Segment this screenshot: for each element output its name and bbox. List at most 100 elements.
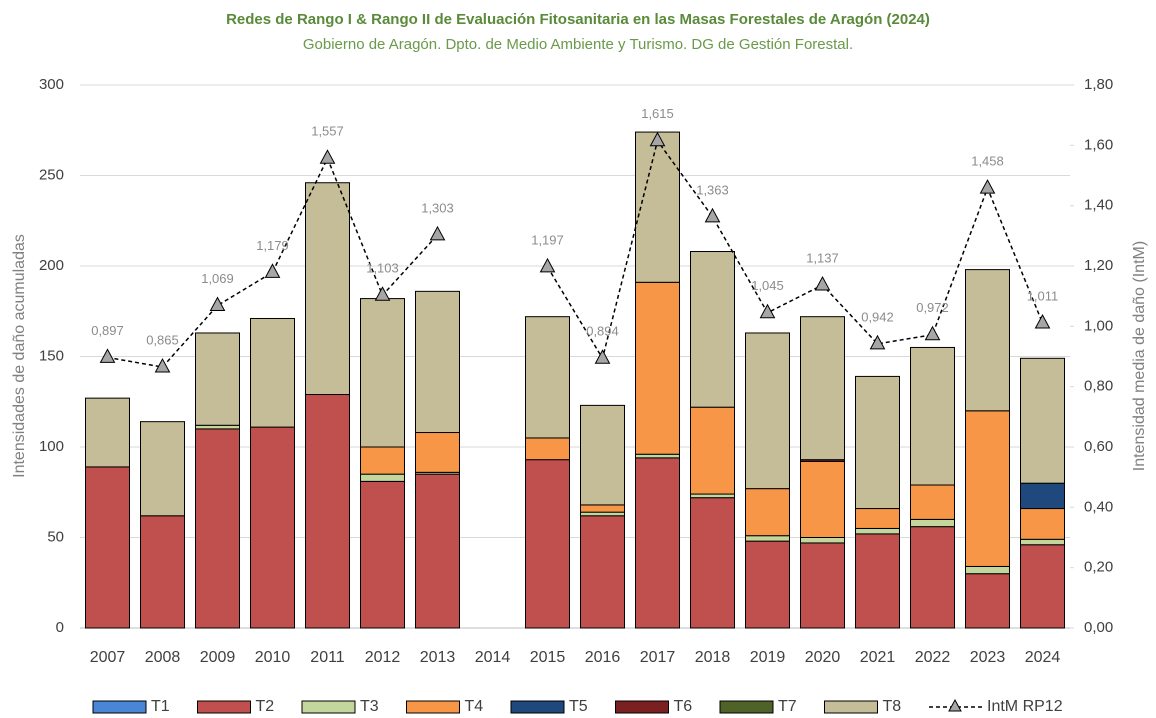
data-label: 1,179 bbox=[256, 238, 289, 253]
x-tick-label: 2008 bbox=[145, 649, 181, 666]
x-tick-label: 2023 bbox=[970, 649, 1006, 666]
line-marker bbox=[814, 275, 831, 291]
bar-segment bbox=[910, 484, 955, 520]
bar-segment bbox=[800, 316, 845, 461]
y-tick-label: 250 bbox=[39, 166, 64, 183]
line-marker bbox=[704, 207, 721, 223]
bar-segment bbox=[85, 466, 130, 629]
line-marker bbox=[209, 296, 226, 312]
bar-segment bbox=[250, 426, 295, 629]
legend-swatch bbox=[197, 700, 251, 714]
y2-tick-label: 0,00 bbox=[1084, 619, 1113, 636]
x-tick-label: 2015 bbox=[530, 649, 566, 666]
x-tick-label: 2021 bbox=[860, 649, 896, 666]
legend-label: T1 bbox=[151, 698, 170, 715]
data-label: 1,045 bbox=[751, 278, 784, 293]
legend-label: IntM RP12 bbox=[987, 698, 1063, 715]
bar-segment bbox=[965, 410, 1010, 567]
data-label: 0,865 bbox=[146, 332, 179, 347]
bar-segment bbox=[85, 397, 130, 468]
bar-segment bbox=[800, 542, 845, 629]
bar-segment bbox=[580, 515, 625, 629]
bar-segment bbox=[250, 317, 295, 428]
bar-segment bbox=[525, 316, 570, 439]
legend-marker bbox=[948, 698, 962, 712]
y-tick-label: 50 bbox=[47, 528, 64, 545]
line-marker bbox=[264, 263, 281, 278]
bar-segment bbox=[415, 290, 460, 434]
bar-segment bbox=[360, 446, 405, 475]
data-label: 1,303 bbox=[421, 200, 454, 215]
bar-segment bbox=[195, 424, 240, 430]
y2-tick-label: 0,80 bbox=[1084, 378, 1113, 395]
line-series bbox=[546, 139, 1044, 361]
data-label: 1,197 bbox=[531, 232, 564, 247]
data-label: 1,458 bbox=[971, 154, 1004, 169]
line-marker bbox=[594, 349, 611, 364]
data-label: 1,103 bbox=[366, 261, 399, 276]
data-label: 0,972 bbox=[916, 300, 949, 315]
line-marker bbox=[979, 179, 996, 194]
x-tick-label: 2014 bbox=[475, 649, 511, 666]
bar-segment bbox=[635, 457, 680, 629]
bar-segment bbox=[1020, 482, 1065, 510]
data-label: 0,897 bbox=[91, 323, 124, 338]
x-tick-label: 2019 bbox=[750, 649, 786, 666]
bar-segment bbox=[965, 269, 1010, 412]
data-label: 0,942 bbox=[861, 309, 894, 324]
bar-segment bbox=[635, 131, 680, 283]
bar-segment bbox=[965, 573, 1010, 629]
line-marker bbox=[649, 131, 666, 147]
legend-swatch bbox=[92, 700, 147, 714]
y-tick-label: 0 bbox=[56, 619, 64, 636]
y-tick-label: 150 bbox=[39, 347, 64, 364]
data-label: 1,069 bbox=[201, 271, 234, 286]
x-tick-label: 2010 bbox=[255, 649, 291, 666]
data-label: 1,137 bbox=[806, 250, 839, 265]
x-tick-label: 2022 bbox=[915, 649, 951, 666]
bar-segment bbox=[690, 497, 735, 629]
bar-segment bbox=[195, 428, 240, 629]
bar-segment bbox=[305, 394, 350, 629]
y2-tick-label: 1,40 bbox=[1084, 197, 1113, 214]
legend-label: T2 bbox=[256, 698, 275, 715]
data-label: 1,011 bbox=[1027, 288, 1059, 303]
bar-segment bbox=[855, 508, 900, 529]
bar-segment bbox=[1020, 538, 1065, 546]
y-tick-label: 200 bbox=[39, 257, 64, 274]
y2-tick-label: 0,60 bbox=[1084, 438, 1113, 455]
data-label: 1,615 bbox=[641, 106, 674, 121]
y-tick-label: 100 bbox=[39, 438, 64, 455]
line-marker bbox=[1034, 313, 1051, 329]
data-label: 1,363 bbox=[696, 182, 729, 197]
legend-label: T8 bbox=[883, 698, 902, 715]
y-axis-label: Intensidades de daño acumuladas bbox=[11, 234, 28, 478]
x-tick-label: 2011 bbox=[310, 649, 345, 666]
bar-segment bbox=[580, 504, 625, 513]
bar-segment bbox=[745, 540, 790, 629]
legend-swatch bbox=[615, 700, 669, 714]
line-marker bbox=[869, 334, 886, 350]
bar-segment bbox=[305, 182, 350, 396]
x-tick-label: 2012 bbox=[365, 649, 401, 666]
x-tick-label: 2013 bbox=[420, 649, 456, 666]
bar-segment bbox=[580, 404, 625, 506]
chart-subtitle: Gobierno de Aragón. Dpto. de Medio Ambie… bbox=[303, 36, 853, 53]
line-marker bbox=[429, 225, 446, 241]
line-marker bbox=[154, 358, 171, 373]
bar-segment bbox=[965, 565, 1010, 575]
data-label: 1,557 bbox=[311, 124, 344, 139]
bar-segment bbox=[800, 460, 845, 539]
bar-segment bbox=[910, 346, 955, 486]
bar-segment bbox=[415, 432, 460, 473]
bar-segment bbox=[140, 515, 185, 629]
bar-segment bbox=[745, 488, 790, 537]
legend-label: T3 bbox=[360, 698, 379, 715]
bar-segment bbox=[140, 421, 185, 517]
bar-segment bbox=[910, 526, 955, 629]
bar-segment bbox=[360, 480, 405, 629]
bar-segment bbox=[690, 493, 735, 499]
bar-segment bbox=[195, 332, 240, 426]
bar-segment bbox=[855, 527, 900, 535]
